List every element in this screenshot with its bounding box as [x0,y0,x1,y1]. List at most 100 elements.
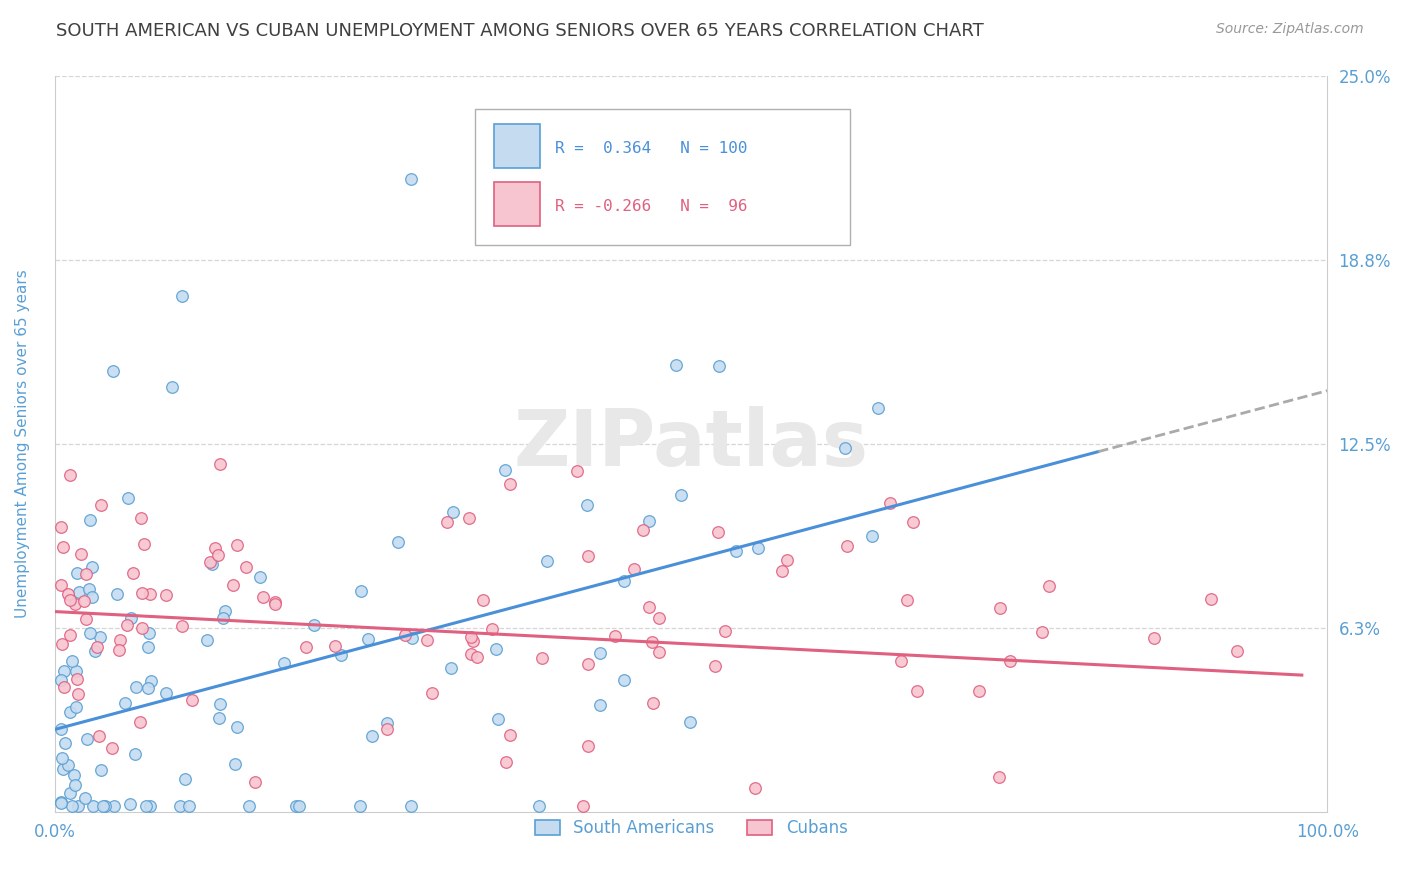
Point [53,665,76,679]
Text: ZIPatlas: ZIPatlas [513,406,869,482]
Point [494,463,516,477]
Point [60,654,83,668]
Point [59,468,82,483]
Point [60,799,83,814]
Point [249,570,271,584]
Point [744,781,766,796]
Point [66,687,89,701]
Point [66,566,89,581]
Point [704,659,727,673]
Point [51,520,73,534]
Point [200,557,222,571]
Point [82,799,104,814]
Point [896,593,918,607]
Point [357,632,380,646]
Point [65,664,87,678]
Point [350,584,373,599]
Point [488,712,510,726]
Point [835,539,858,553]
Point [401,631,423,645]
Point [118,797,141,812]
Point [75,612,97,626]
Point [295,640,318,655]
Point [87,730,110,744]
Point [901,515,924,529]
Point [77,582,100,597]
Point [226,538,249,552]
Point [648,645,671,659]
Point [998,654,1021,668]
FancyBboxPatch shape [494,125,540,168]
Point [169,799,191,814]
Point [94,799,117,814]
Point [536,554,558,568]
Point [80,559,103,574]
Point [387,535,409,549]
Point [458,511,481,525]
Point [108,633,131,648]
Point [575,498,598,512]
Point [709,359,731,374]
Point [66,799,89,814]
Point [671,488,693,502]
Point [174,772,197,786]
Point [436,515,458,529]
Point [181,692,204,706]
Point [51,541,73,555]
Point [349,799,371,814]
Point [67,585,90,599]
Point [679,714,702,729]
Point [63,597,86,611]
Point [141,673,163,688]
Point [76,732,98,747]
Point [420,686,443,700]
Point [641,696,664,710]
Text: Source: ZipAtlas.com: Source: ZipAtlas.com [1216,22,1364,37]
Point [138,626,160,640]
Point [51,578,73,592]
Point [222,578,245,592]
Point [155,589,177,603]
Point [1031,625,1053,640]
Point [75,566,97,581]
Text: R = -0.266   N =  96: R = -0.266 N = 96 [555,199,748,214]
Point [252,590,274,604]
Point [131,621,153,635]
Point [967,683,990,698]
Point [776,553,799,567]
Point [129,714,152,729]
Point [264,595,287,609]
Point [65,778,87,792]
Point [572,799,595,814]
Point [613,673,636,687]
Point [51,797,73,811]
Point [576,739,599,753]
Point [377,716,399,731]
Point [139,799,162,814]
Point [136,681,159,695]
FancyBboxPatch shape [475,109,851,245]
Point [1038,579,1060,593]
Point [59,593,82,607]
Point [441,505,464,519]
Point [1199,591,1222,606]
Point [59,786,82,800]
Point [155,686,177,700]
Point [461,634,484,648]
Point [53,680,76,694]
Point [613,574,636,589]
Point [86,640,108,654]
Point [207,711,229,725]
Point [589,698,612,713]
Point [724,544,747,558]
Point [90,498,112,512]
Point [394,628,416,642]
Point [637,599,659,614]
Point [101,364,124,378]
Point [117,491,139,506]
Point [209,458,232,472]
Point [531,650,554,665]
Point [323,639,346,653]
Point [162,379,184,393]
Point [834,441,856,455]
